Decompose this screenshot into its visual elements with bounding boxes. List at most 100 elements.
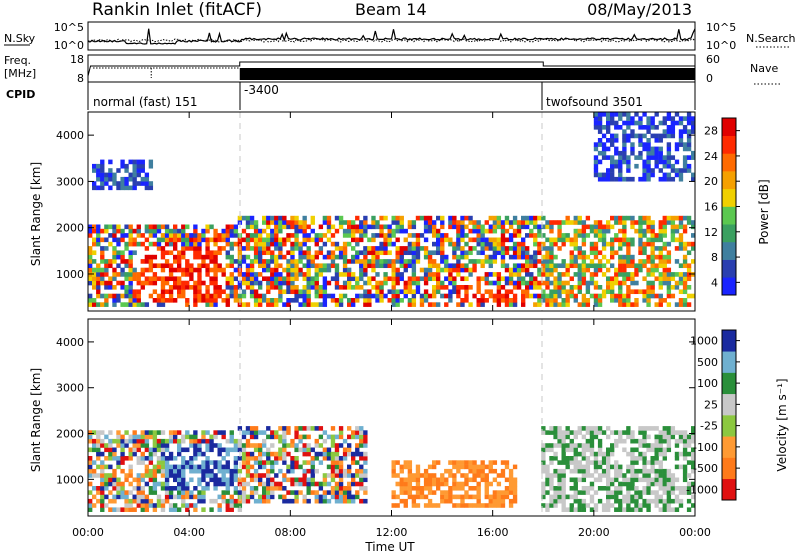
heatmap-cell: [561, 259, 566, 264]
heatmap-cell: [92, 228, 97, 234]
heatmap-cell: [686, 142, 692, 147]
heatmap-cell: [391, 285, 396, 290]
heatmap-cell: [132, 176, 137, 182]
heatmap-cell: [136, 302, 141, 307]
heatmap-cell: [314, 302, 319, 307]
colorbar-swatch: [722, 224, 736, 243]
heatmap-cell: [201, 494, 206, 500]
heatmap-cell: [646, 224, 651, 230]
y-tick-label: 2000: [56, 222, 84, 235]
heatmap-cell: [662, 434, 667, 440]
heatmap-cell: [330, 468, 336, 474]
heatmap-cell: [253, 426, 259, 431]
heatmap-cell: [112, 302, 117, 307]
heatmap-cell: [504, 490, 510, 495]
heatmap-cell: [164, 477, 170, 483]
heatmap-cell: [618, 263, 623, 269]
heatmap-cell: [650, 254, 655, 260]
heatmap-cell: [610, 477, 615, 483]
heatmap-cell: [124, 490, 129, 495]
heatmap-cell: [630, 254, 635, 260]
heatmap-cell: [342, 498, 348, 504]
cpid-segment-2: -3400: [244, 83, 279, 97]
heatmap-cell: [614, 468, 619, 474]
colorbar-swatch: [722, 478, 736, 501]
y-tick-label: 4000: [56, 129, 84, 142]
heatmap-cell: [597, 263, 603, 269]
heatmap-cell: [678, 464, 684, 470]
heatmap-cell: [630, 259, 635, 264]
heatmap-cell: [634, 490, 639, 495]
colorbar-tick-label: -1000: [686, 483, 718, 496]
heatmap-cell: [533, 233, 538, 238]
heatmap-cell: [383, 233, 388, 238]
heatmap-cell: [237, 250, 243, 256]
heatmap-cell: [423, 276, 429, 282]
heatmap-cell: [500, 250, 506, 256]
heatmap-cell: [189, 490, 194, 495]
heatmap-cell: [642, 298, 647, 303]
heatmap-cell: [274, 460, 279, 465]
heatmap-cell: [508, 233, 514, 238]
heatmap-cell: [553, 486, 558, 491]
heatmap-cell: [181, 490, 186, 495]
heatmap-cell: [104, 181, 109, 186]
heatmap-cell: [371, 237, 376, 243]
heatmap-cell: [278, 272, 283, 277]
heatmap-cell: [500, 276, 506, 282]
heatmap-cell: [553, 490, 558, 495]
heatmap-cell: [270, 267, 275, 273]
heatmap-cell: [618, 503, 623, 508]
heatmap-cell: [294, 228, 299, 234]
heatmap-cell: [201, 468, 206, 474]
colorbar-swatch: [722, 330, 736, 352]
heatmap-cell: [569, 503, 574, 508]
heatmap-cell: [573, 464, 578, 470]
heatmap-cell: [342, 468, 348, 474]
heatmap-cell: [614, 293, 619, 299]
heatmap-cell: [160, 468, 166, 474]
heatmap-cell: [691, 426, 696, 431]
heatmap-cell: [274, 263, 279, 269]
heatmap-cell: [638, 430, 643, 435]
heatmap-cell: [436, 481, 441, 487]
heatmap-cell: [557, 224, 562, 230]
heatmap-cell: [168, 456, 174, 461]
heatmap-cell: [209, 447, 214, 453]
heatmap-cell: [658, 259, 663, 264]
heatmap-cell: [177, 464, 182, 470]
heatmap-cell: [638, 176, 643, 182]
heatmap-cell: [383, 259, 388, 264]
heatmap-cell: [100, 430, 105, 435]
heatmap-cell: [112, 481, 117, 487]
heatmap-cell: [342, 438, 348, 444]
heatmap-cell: [282, 426, 287, 431]
heatmap-cell: [545, 220, 550, 225]
heatmap-cell: [682, 168, 688, 173]
heatmap-cell: [626, 263, 631, 269]
heatmap-cell: [278, 494, 283, 500]
heatmap-cell: [181, 447, 186, 453]
heatmap-cell: [241, 280, 247, 286]
heatmap-cell: [140, 477, 145, 483]
heatmap-cell: [496, 498, 502, 504]
heatmap-cell: [164, 498, 170, 504]
heatmap-cell: [253, 246, 259, 251]
heatmap-cell: [468, 285, 473, 290]
heatmap-cell: [201, 430, 206, 435]
heatmap-cell: [193, 434, 198, 440]
heatmap-cell: [241, 215, 247, 221]
heatmap-cell: [201, 228, 206, 234]
heatmap-cell: [411, 477, 417, 483]
heatmap-cell: [589, 224, 595, 230]
heatmap-cell: [193, 228, 198, 234]
heatmap-cell: [638, 468, 643, 474]
heatmap-cell: [670, 125, 676, 130]
heatmap-cell: [626, 285, 631, 290]
heatmap-cell: [480, 241, 485, 247]
heatmap-cell: [525, 293, 530, 299]
heatmap-cell: [691, 447, 696, 453]
heatmap-cell: [326, 451, 332, 457]
heatmap-cell: [266, 280, 271, 286]
